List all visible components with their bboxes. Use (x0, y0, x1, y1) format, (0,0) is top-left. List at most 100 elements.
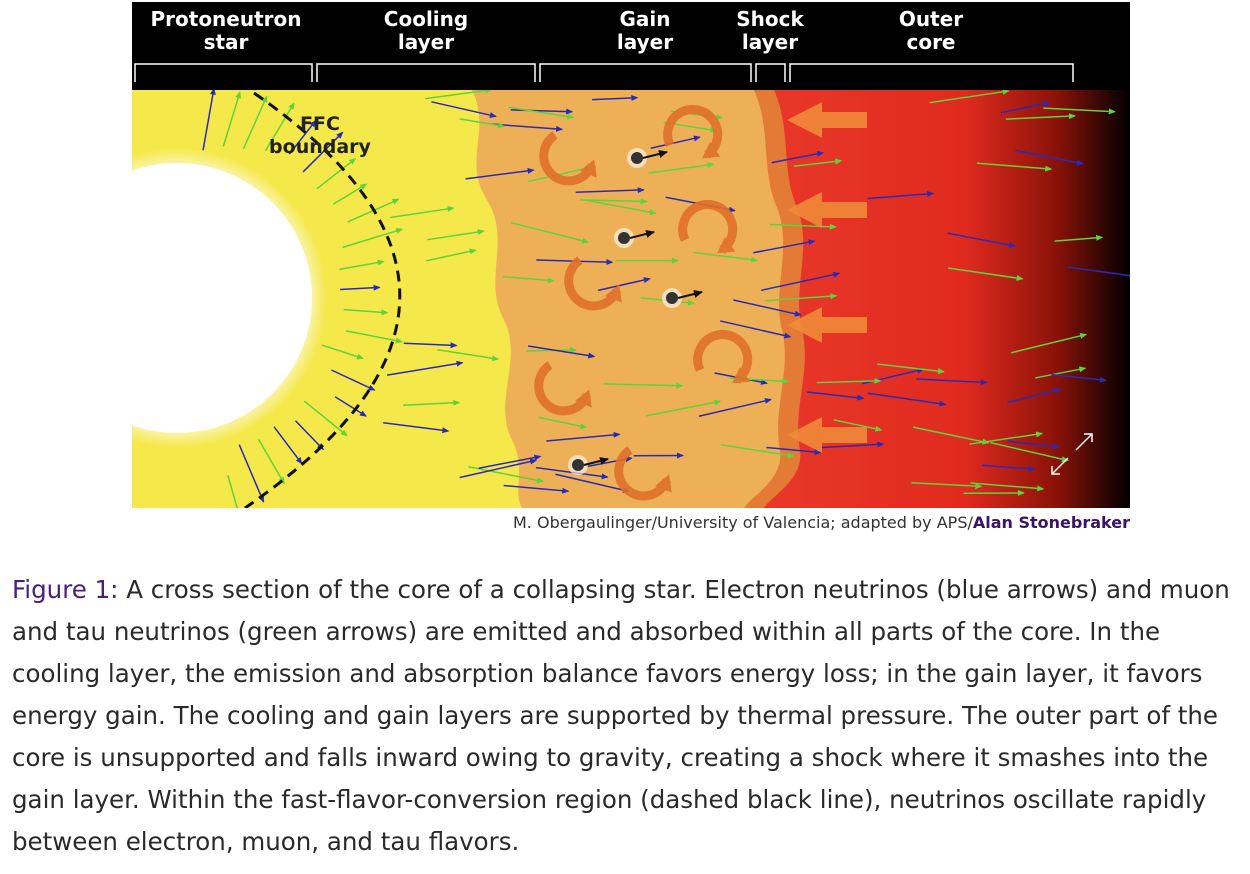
resize-icon (1051, 433, 1093, 475)
neutrino-arrow (334, 396, 367, 417)
region-label: Outer core (898, 7, 964, 54)
caption-label: Figure 1: (12, 575, 119, 604)
convection-arrow (539, 131, 597, 186)
infall-arrow (787, 102, 867, 138)
neutrino-arrow (867, 392, 947, 407)
neutrino-arrow (510, 108, 574, 115)
ffc-label: FFC boundary (269, 113, 371, 158)
neutrino-arrow (339, 259, 385, 271)
neutrino-arrow (227, 475, 238, 508)
particle (572, 459, 584, 471)
region-label: Protoneutron star (150, 7, 302, 54)
neutrino-arrow (345, 330, 403, 344)
figure-caption: Figure 1: A cross section of the core of… (12, 569, 1248, 863)
neutrino-arrow (1010, 332, 1088, 354)
bracket (134, 63, 313, 82)
figure-header: Protoneutron star Cooling layer Gain lay… (132, 2, 1130, 90)
bracket (755, 63, 786, 82)
protoneutron-star (132, 163, 312, 433)
neutrino-arrow (390, 205, 455, 219)
neutrino-arrow (431, 101, 497, 119)
neutrino-arrow (1015, 149, 1085, 166)
neutrino-arrow (720, 320, 792, 339)
credit-link[interactable]: Alan Stonebraker (972, 513, 1130, 532)
neutrino-arrow (510, 221, 590, 244)
bracket (316, 63, 536, 82)
credit-text: M. Obergaulinger/University of Valencia;… (513, 513, 973, 532)
neutrino-arrow (288, 119, 317, 155)
neutrino-arrow (990, 441, 1069, 463)
neutrino-arrow (465, 167, 535, 180)
neutrino-arrow (947, 267, 1024, 281)
neutrino-arrow (316, 158, 357, 190)
neutrino-arrow (1007, 387, 1062, 404)
neutrino-arrow (648, 162, 715, 174)
neutrino-arrow (437, 348, 500, 362)
convection-arrow (564, 256, 622, 311)
neutrino-arrow (427, 229, 485, 241)
neutrino-arrow (383, 422, 450, 434)
neutrino-arrow (693, 251, 759, 263)
neutrino-arrow (815, 441, 885, 449)
infall-arrow (787, 307, 867, 343)
particle (666, 292, 678, 304)
neutrino-arrow (806, 391, 865, 401)
neutrino-arrow (771, 150, 825, 164)
neutrino-arrow (302, 131, 344, 173)
neutrino-arrow (426, 248, 477, 262)
brackets (134, 63, 1074, 82)
caption-text: A cross section of the core of a collaps… (12, 575, 1230, 856)
neutrino-arrow (575, 187, 645, 194)
neutrino-arrow (603, 382, 684, 389)
region-label: Shock layer (736, 7, 804, 54)
neutrino-arrow (1034, 366, 1087, 379)
neutrino-arrow (425, 90, 493, 100)
neutrino-arrow (1043, 107, 1116, 115)
neutrino-arrow (733, 299, 802, 317)
neutrino-arrow (528, 345, 596, 359)
neutrino-arrow (242, 95, 268, 150)
neutrino-arrow (238, 444, 265, 503)
neutrino-arrow (1007, 440, 1060, 450)
neutrino-arrow (1051, 373, 1107, 383)
icon-line (1075, 433, 1093, 451)
icon-line (1051, 457, 1069, 475)
neutrino-arrow (321, 344, 364, 360)
bracket (789, 63, 1074, 82)
region-label: Gain layer (616, 7, 674, 54)
neutrino-arrow (911, 482, 983, 490)
neutrino-arrow (793, 158, 843, 167)
illustration: FFC boundary (132, 90, 1130, 508)
neutrino-arrow (331, 369, 376, 391)
neutrino-arrow (386, 360, 464, 376)
neutrino-arrow (916, 378, 988, 386)
neutrino-arrow (877, 363, 945, 375)
neutrino-arrow (969, 431, 1044, 445)
neutrino-arrow (761, 271, 841, 291)
outer-core (764, 90, 1130, 508)
bracket (539, 63, 752, 82)
region-label: Cooling layer (383, 7, 469, 54)
neutrino-arrow (264, 102, 295, 152)
neutrino-arrow (258, 439, 285, 485)
neutrino-arrow (525, 347, 578, 354)
particle-arrow (677, 290, 703, 299)
particle (631, 152, 643, 164)
neutrino-arrow (867, 191, 935, 200)
neutrino-arrow (343, 308, 389, 316)
convection-arrow (693, 330, 753, 384)
figure: Protoneutron star Cooling layer Gain lay… (132, 2, 1130, 508)
neutrino-arrow (342, 228, 404, 249)
neutrino-arrow (340, 284, 381, 291)
convection-arrow (678, 200, 738, 254)
neutrino-arrow (833, 419, 883, 432)
neutrino-arrow (478, 454, 542, 469)
neutrino-arrow (1005, 113, 1076, 120)
neutrino-arrow (508, 106, 575, 120)
convection-arrow (663, 105, 723, 159)
neutrino-arrow (459, 118, 506, 129)
neutrino-arrow (766, 446, 822, 455)
neutrino-arrow (403, 342, 458, 349)
neutrino-arrow (912, 426, 990, 445)
neutrino-arrow (970, 482, 1045, 492)
